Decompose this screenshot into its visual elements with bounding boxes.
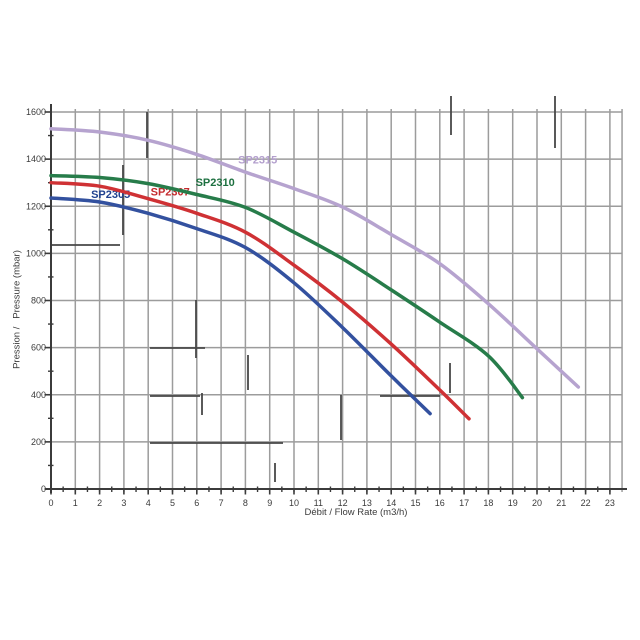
x-tick-label: 4 bbox=[146, 498, 151, 508]
y-tick-label: 400 bbox=[31, 390, 46, 400]
y-tick-label: 200 bbox=[31, 437, 46, 447]
x-tick-label: 1 bbox=[73, 498, 78, 508]
curve-sp2310 bbox=[49, 173, 525, 400]
x-tick-label: 11 bbox=[314, 498, 323, 508]
x-tick-label: 2 bbox=[97, 498, 102, 508]
x-axis-label: Débit / Flow Rate (m3/h) bbox=[304, 507, 408, 518]
curve-sp2307 bbox=[49, 180, 471, 421]
y-tick-label: 0 bbox=[41, 484, 46, 494]
y-tick-label: 1200 bbox=[26, 201, 46, 211]
curve-sp2305 bbox=[49, 196, 432, 416]
x-tick-label: 15 bbox=[410, 498, 420, 508]
x-tick-label: 23 bbox=[605, 498, 615, 508]
x-tick-label: 16 bbox=[435, 498, 445, 508]
x-tick-label: 13 bbox=[362, 498, 372, 508]
x-tick-label: 21 bbox=[556, 498, 566, 508]
x-tick-label: 20 bbox=[532, 498, 542, 508]
series-label-sp2310: SP2310 bbox=[196, 177, 235, 189]
x-tick-label: 22 bbox=[581, 498, 591, 508]
x-tick-label: 5 bbox=[170, 498, 175, 508]
series-label-sp2315: SP2315 bbox=[238, 155, 277, 167]
x-tick-label: 10 bbox=[289, 498, 299, 508]
y-tick-label: 800 bbox=[31, 296, 46, 306]
y-axis-label: Pression / Pressure (mbar) bbox=[11, 250, 23, 369]
x-tick-label: 19 bbox=[508, 498, 518, 508]
x-tick-label: 12 bbox=[338, 498, 348, 508]
x-tick-label: 8 bbox=[243, 498, 248, 508]
x-tick-label: 17 bbox=[459, 498, 469, 508]
y-tick-label: 600 bbox=[31, 343, 46, 353]
y-tick-label: 1600 bbox=[26, 107, 46, 117]
x-tick-label: 0 bbox=[48, 498, 53, 508]
y-tick-label: 1400 bbox=[26, 154, 46, 164]
x-tick-label: 7 bbox=[219, 498, 224, 508]
x-tick-label: 18 bbox=[483, 498, 493, 508]
x-tick-label: 6 bbox=[194, 498, 199, 508]
y-tick-label: 1000 bbox=[26, 248, 46, 258]
x-tick-label: 9 bbox=[267, 498, 272, 508]
x-tick-label: 14 bbox=[386, 498, 396, 508]
curve-sp2315 bbox=[49, 126, 581, 389]
x-tick-label: 3 bbox=[121, 498, 126, 508]
